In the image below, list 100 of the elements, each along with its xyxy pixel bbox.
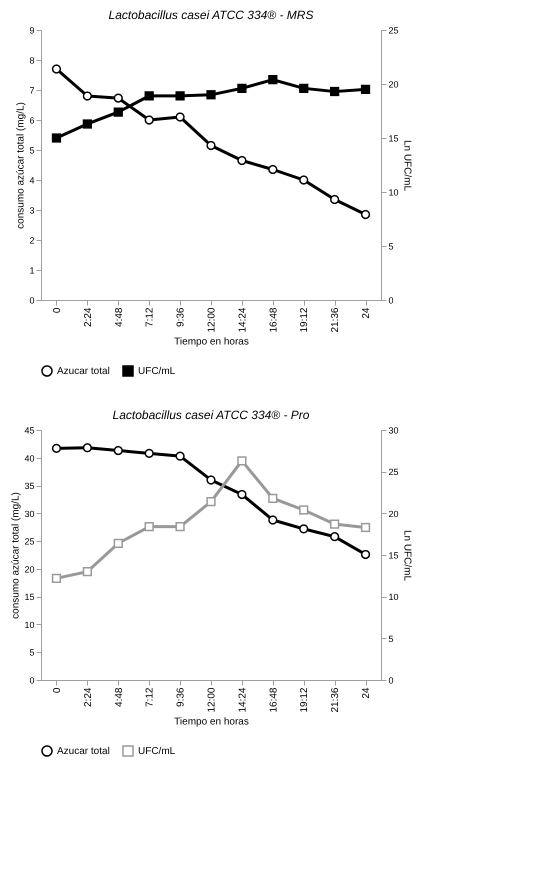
point [114,446,123,456]
y-tick-label: 9 [29,26,34,36]
x-tick-label: 24 [361,687,372,699]
y-tick-label: 3 [29,206,34,216]
y-axis-title: consumo azúcar total (mg/L) [10,492,22,619]
point [114,93,123,103]
x-tick-label: 14:24 [237,687,248,713]
y2-tick-label: 0 [388,676,394,686]
point [299,175,308,185]
x-tick-label: 19:12 [299,687,310,713]
point [144,522,154,532]
y-tick-label: 5 [29,648,34,658]
point [52,133,62,143]
y2-tick-label: 5 [388,242,394,252]
legend-label: UFC/mL [138,746,176,757]
point [299,84,308,93]
point [82,567,92,576]
x-tick-label: 2:24 [82,307,94,327]
x-tick-label: 16:48 [268,307,280,333]
chart-title: Lactobacillus casei ATCC 334® - MRS [108,8,314,22]
y2-tick-label: 20 [388,508,399,519]
point [114,107,123,117]
point [82,443,92,452]
x-tick-label: 21:36 [330,687,342,713]
point [237,84,247,93]
y2-tick-label: 25 [388,26,399,36]
y-tick-label: 4 [29,176,34,186]
point [206,140,216,150]
x-tick-label: 7:12 [144,307,156,327]
point [144,115,154,125]
point [175,112,185,122]
point [360,550,370,560]
x-tick-label: 4:48 [114,687,125,707]
x-tick-label: 12:00 [206,307,218,333]
y2-tick-label: 10 [388,188,399,198]
point [52,444,62,453]
y2-axis-title: Ln UFC/mL [402,530,413,582]
point [237,156,247,166]
y-tick-label: 6 [29,116,34,126]
y2-axis-title: Ln UFC/mL [402,140,413,192]
point [82,119,92,129]
legend-label: UFC/mL [138,366,176,377]
point [206,497,216,506]
x-tick-label: 2:24 [82,687,94,707]
point [268,75,278,84]
y2-tick-label: 20 [388,80,399,90]
chart-title: Lactobacillus casei ATCC 334® - Pro [112,408,310,422]
point [144,448,154,458]
y-tick-label: 0 [29,296,34,306]
y-tick-label: 45 [24,426,34,436]
x-tick-label: 12:00 [206,687,218,713]
y2-tick-label: 15 [388,550,399,560]
x-tick-label: 0 [52,307,63,314]
legend-label: Azucar total [57,366,110,377]
x-axis-title: Tiempo en horas [174,336,249,348]
y2-tick-label: 15 [388,134,399,144]
x-tick-label: 9:36 [176,307,187,327]
point [52,574,62,583]
point [360,84,370,94]
point [360,210,370,220]
y-tick-label: 15 [24,592,34,602]
point [268,515,278,525]
point [268,164,278,174]
y-tick-label: 10 [24,620,34,630]
point [206,475,216,485]
y-tick-label: 5 [29,146,34,156]
x-tick-label: 14:24 [237,307,248,333]
point [175,451,185,461]
y-tick-label: 30 [24,508,34,519]
y-tick-label: 7 [29,86,34,96]
point [175,91,185,101]
x-tick-label: 4:48 [114,307,125,327]
point [206,90,216,100]
y-tick-label: 25 [24,536,34,547]
x-tick-label: 21:36 [330,307,342,333]
y-tick-label: 20 [24,564,34,574]
y2-tick-label: 25 [388,467,399,478]
point [299,524,308,534]
point [82,91,92,101]
y-tick-label: 35 [24,481,34,492]
x-tick-label: 0 [52,687,63,694]
y2-tick-label: 0 [388,296,394,306]
y-axis-title: consumo azúcar total (mg/L) [15,102,26,229]
y-tick-label: 1 [29,266,34,276]
point [299,505,308,515]
x-axis-title: Tiempo en horas [174,716,249,728]
point [330,194,340,204]
point [114,538,123,548]
y-tick-label: 2 [29,236,34,246]
point [52,64,62,74]
y2-tick-label: 10 [388,592,399,602]
point [175,522,185,532]
y2-tick-label: 5 [388,634,394,644]
x-tick-label: 7:12 [144,687,156,707]
point [330,532,340,542]
x-tick-label: 19:12 [299,307,310,333]
point [237,456,247,466]
legend-label: Azucar total [57,746,110,757]
point [237,490,247,500]
point [360,522,370,532]
